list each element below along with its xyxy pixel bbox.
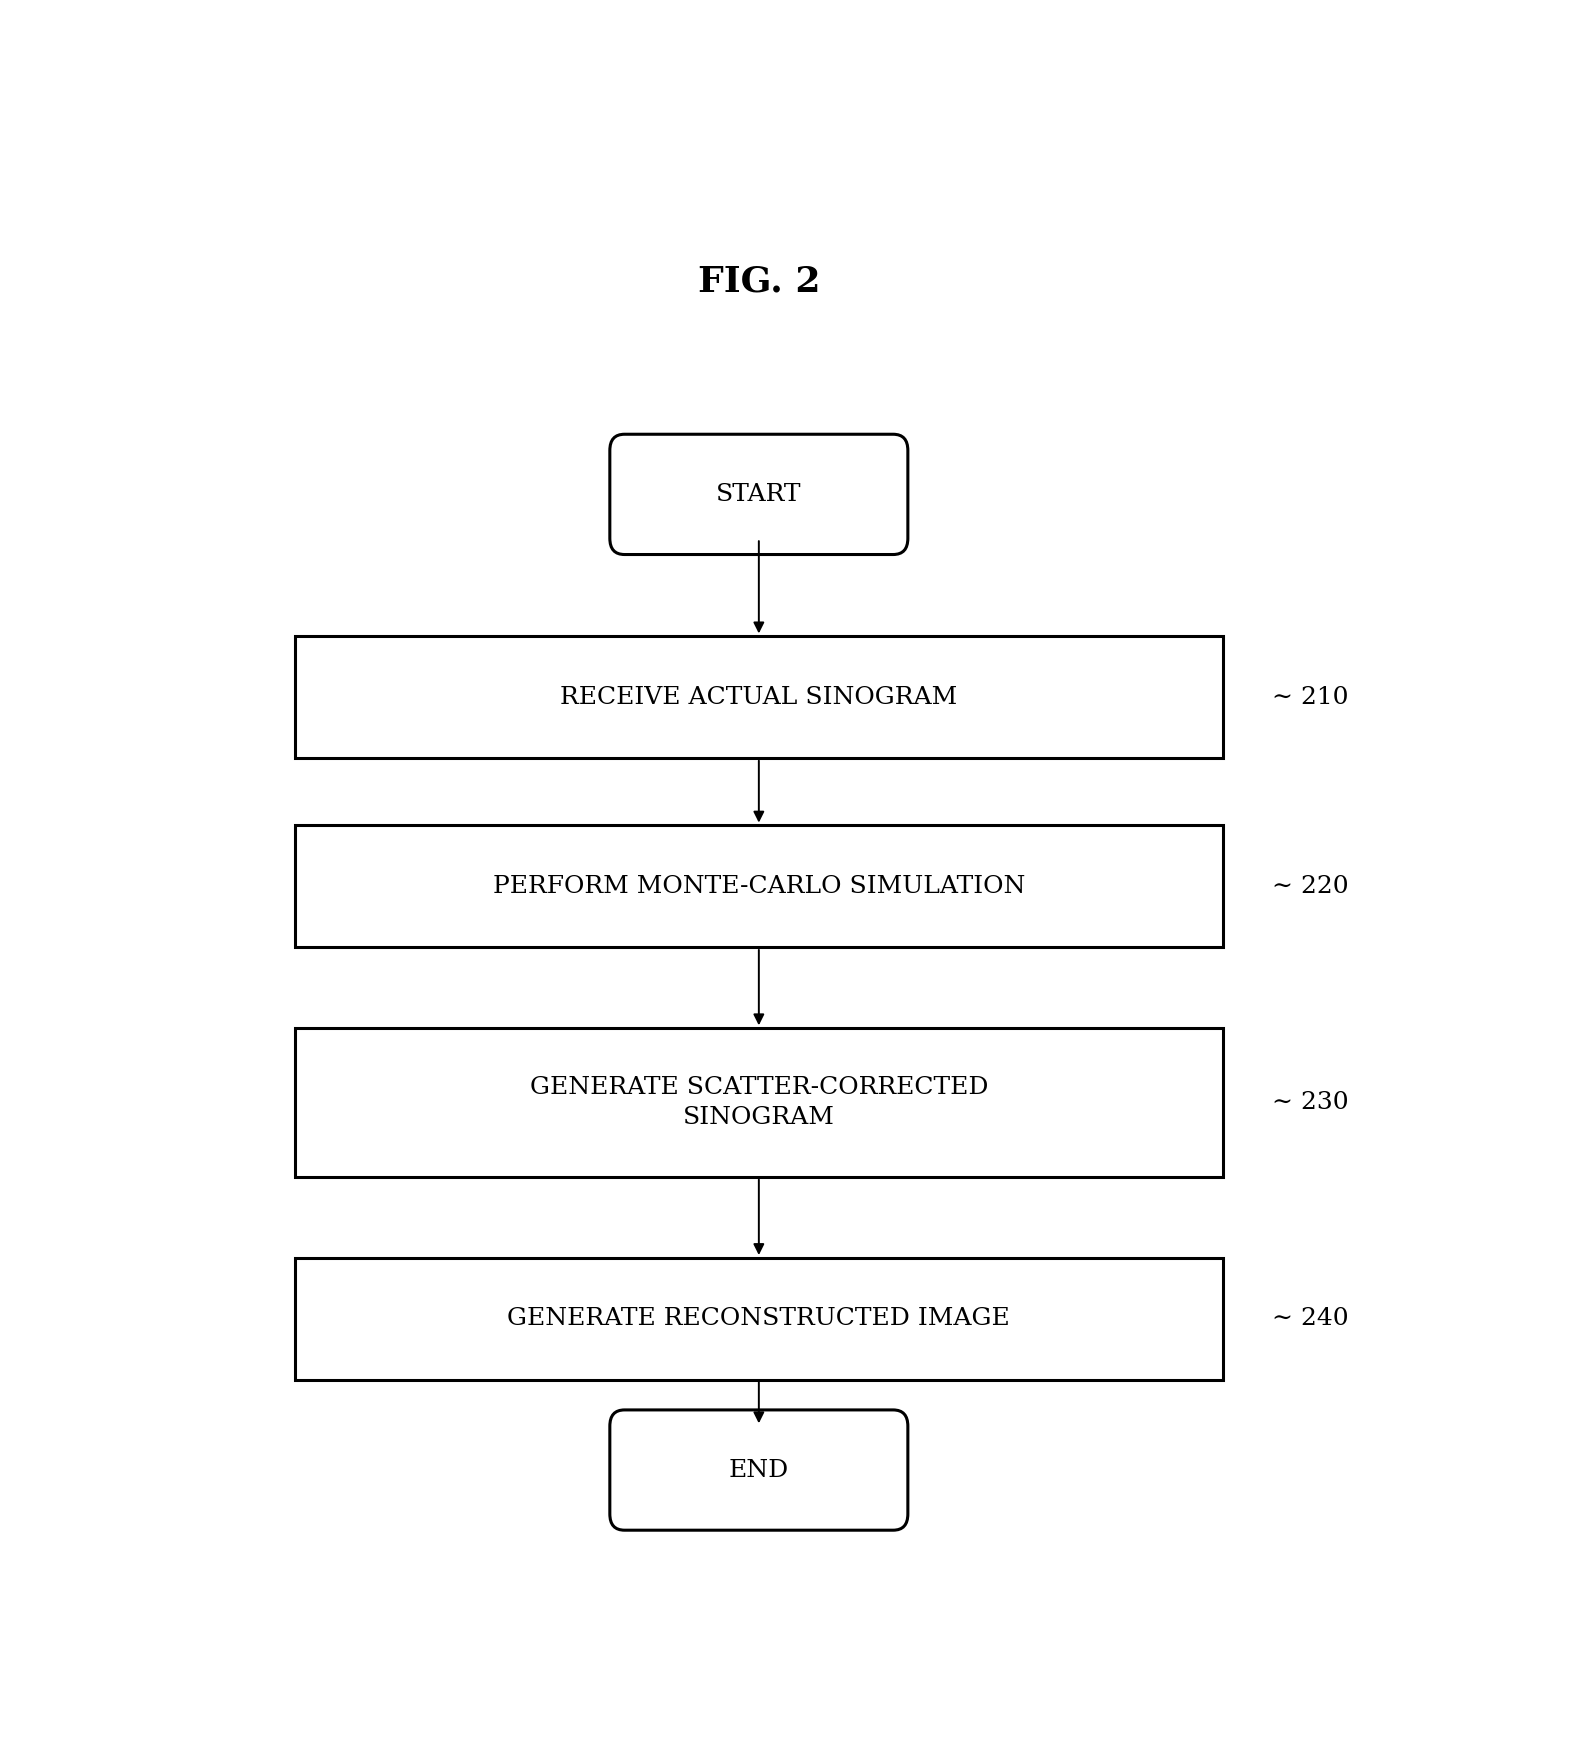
Text: ∼ 230: ∼ 230 bbox=[1272, 1092, 1349, 1114]
FancyBboxPatch shape bbox=[295, 825, 1223, 948]
Text: ∼ 240: ∼ 240 bbox=[1272, 1307, 1349, 1330]
FancyBboxPatch shape bbox=[610, 1409, 908, 1530]
Text: RECEIVE ACTUAL SINOGRAM: RECEIVE ACTUAL SINOGRAM bbox=[559, 686, 958, 709]
Text: GENERATE RECONSTRUCTED IMAGE: GENERATE RECONSTRUCTED IMAGE bbox=[507, 1307, 1010, 1330]
Text: ∼ 210: ∼ 210 bbox=[1272, 686, 1349, 709]
Text: PERFORM MONTE-CARLO SIMULATION: PERFORM MONTE-CARLO SIMULATION bbox=[493, 874, 1024, 899]
FancyBboxPatch shape bbox=[295, 637, 1223, 758]
Text: GENERATE SCATTER-CORRECTED
SINOGRAM: GENERATE SCATTER-CORRECTED SINOGRAM bbox=[530, 1076, 988, 1128]
FancyBboxPatch shape bbox=[295, 1028, 1223, 1178]
Text: END: END bbox=[728, 1458, 790, 1481]
Text: ∼ 220: ∼ 220 bbox=[1272, 874, 1349, 899]
Text: FIG. 2: FIG. 2 bbox=[698, 265, 820, 298]
FancyBboxPatch shape bbox=[610, 433, 908, 555]
Text: START: START bbox=[716, 483, 802, 505]
FancyBboxPatch shape bbox=[295, 1258, 1223, 1379]
